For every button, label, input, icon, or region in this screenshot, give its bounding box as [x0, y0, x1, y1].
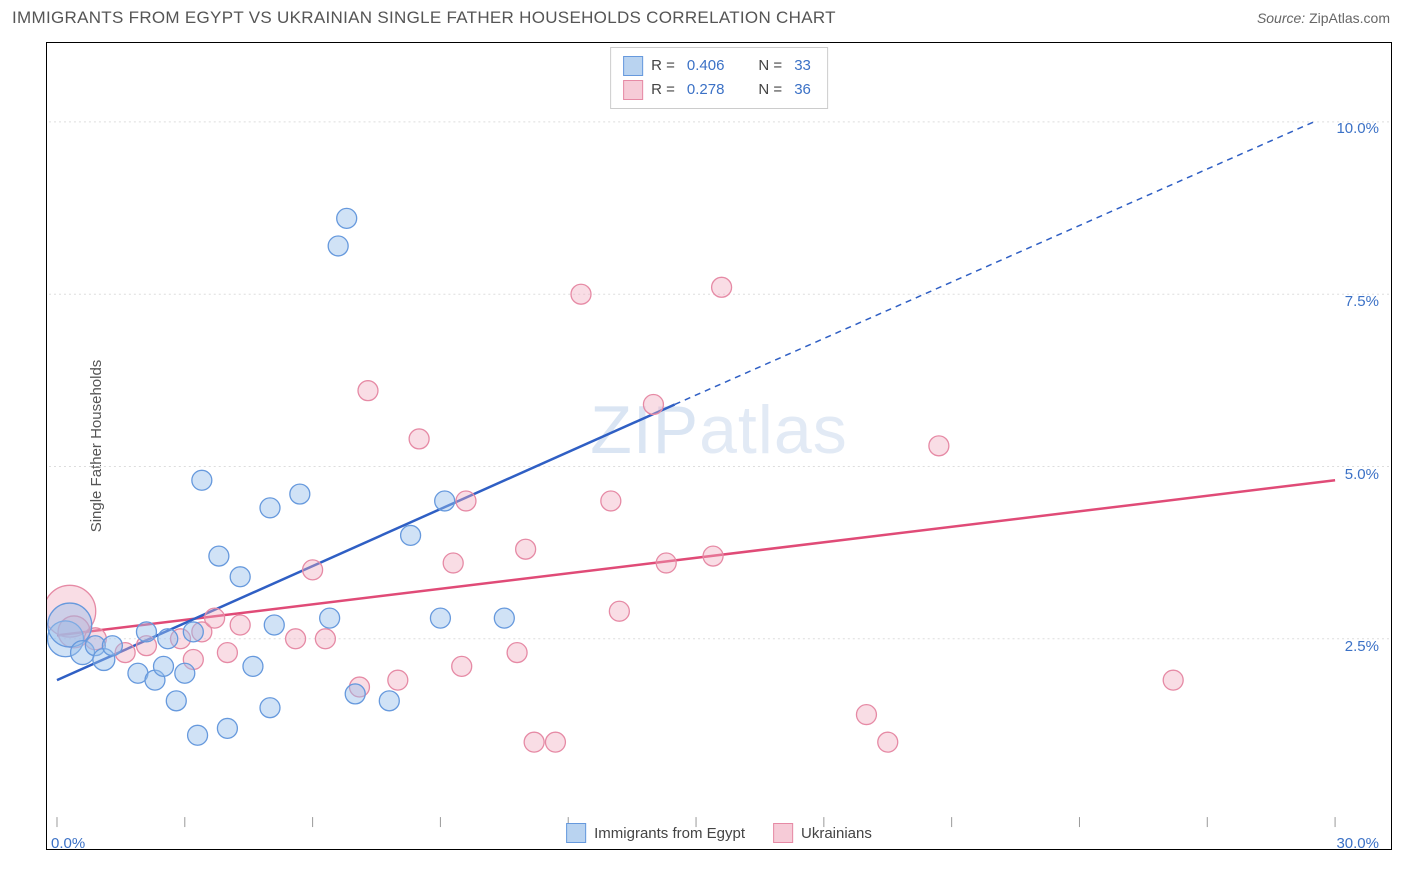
data-point	[1163, 670, 1183, 690]
n-value: 33	[794, 54, 811, 78]
source-label: Source:	[1257, 10, 1305, 26]
chart-frame: ZIPatlas 2.5%5.0%7.5%10.0% 0.0%30.0% R =…	[46, 42, 1392, 850]
data-point	[878, 732, 898, 752]
data-point	[516, 539, 536, 559]
data-point	[703, 546, 723, 566]
data-point	[712, 277, 732, 297]
data-point	[192, 470, 212, 490]
data-point	[388, 670, 408, 690]
data-point	[303, 560, 323, 580]
data-point	[217, 643, 237, 663]
data-point	[358, 381, 378, 401]
data-point	[320, 608, 340, 628]
data-point	[929, 436, 949, 456]
legend-label: Ukrainians	[801, 825, 872, 842]
data-point	[409, 429, 429, 449]
data-point	[494, 608, 514, 628]
legend-swatch	[566, 823, 586, 843]
data-point	[183, 622, 203, 642]
data-point	[452, 656, 472, 676]
data-point	[166, 691, 186, 711]
data-point	[136, 622, 156, 642]
data-point	[230, 615, 250, 635]
legend-stat-row: R = 0.406 N = 33	[623, 54, 815, 78]
data-point	[507, 643, 527, 663]
data-point	[205, 608, 225, 628]
legend-swatch	[773, 823, 793, 843]
y-tick-label: 5.0%	[1345, 466, 1379, 483]
data-point	[175, 663, 195, 683]
data-point	[260, 498, 280, 518]
data-point	[102, 636, 122, 656]
data-point	[260, 698, 280, 718]
n-value: 36	[794, 78, 811, 102]
n-label: N =	[758, 54, 782, 78]
data-point	[571, 284, 591, 304]
r-value: 0.278	[687, 78, 725, 102]
data-point	[345, 684, 365, 704]
data-point	[154, 656, 174, 676]
legend-item: Ukrainians	[773, 823, 872, 843]
data-point	[328, 236, 348, 256]
data-point	[524, 732, 544, 752]
correlation-legend: R = 0.406 N = 33 R = 0.278 N = 36	[610, 47, 828, 109]
trend-line-pink	[57, 480, 1335, 635]
y-tick-label: 7.5%	[1345, 293, 1379, 310]
data-point	[217, 718, 237, 738]
legend-stat-row: R = 0.278 N = 36	[623, 78, 815, 102]
data-point	[286, 629, 306, 649]
x-max-label: 30.0%	[1336, 835, 1379, 852]
y-tick-label: 2.5%	[1345, 638, 1379, 655]
data-point	[379, 691, 399, 711]
data-point	[209, 546, 229, 566]
data-point	[856, 705, 876, 725]
data-point	[609, 601, 629, 621]
source-attribution: Source: ZipAtlas.com	[1257, 10, 1390, 26]
data-point	[315, 629, 335, 649]
chart-title: IMMIGRANTS FROM EGYPT VS UKRAINIAN SINGL…	[12, 8, 836, 28]
r-value: 0.406	[687, 54, 725, 78]
data-point	[656, 553, 676, 573]
data-point	[545, 732, 565, 752]
legend-label: Immigrants from Egypt	[594, 825, 745, 842]
r-label: R =	[651, 78, 675, 102]
data-point	[430, 608, 450, 628]
data-point	[435, 491, 455, 511]
data-point	[243, 656, 263, 676]
data-point	[443, 553, 463, 573]
scatter-points-pink	[47, 277, 1183, 752]
legend-item: Immigrants from Egypt	[566, 823, 745, 843]
data-point	[456, 491, 476, 511]
trend-line-blue	[57, 122, 1314, 680]
r-label: R =	[651, 54, 675, 78]
data-point	[188, 725, 208, 745]
legend-swatch	[623, 56, 643, 76]
data-point	[290, 484, 310, 504]
data-point	[337, 208, 357, 228]
legend-swatch	[623, 80, 643, 100]
data-point	[643, 394, 663, 414]
y-tick-label: 10.0%	[1336, 120, 1379, 137]
source-value: ZipAtlas.com	[1309, 10, 1390, 26]
series-legend: Immigrants from Egypt Ukrainians	[566, 823, 872, 843]
plot-svg	[47, 43, 1391, 849]
data-point	[601, 491, 621, 511]
chart-header: IMMIGRANTS FROM EGYPT VS UKRAINIAN SINGL…	[0, 0, 1406, 32]
data-point	[401, 525, 421, 545]
data-point	[230, 567, 250, 587]
x-min-label: 0.0%	[51, 835, 85, 852]
scatter-points-blue	[48, 208, 515, 745]
n-label: N =	[758, 78, 782, 102]
data-point	[158, 629, 178, 649]
data-point	[264, 615, 284, 635]
